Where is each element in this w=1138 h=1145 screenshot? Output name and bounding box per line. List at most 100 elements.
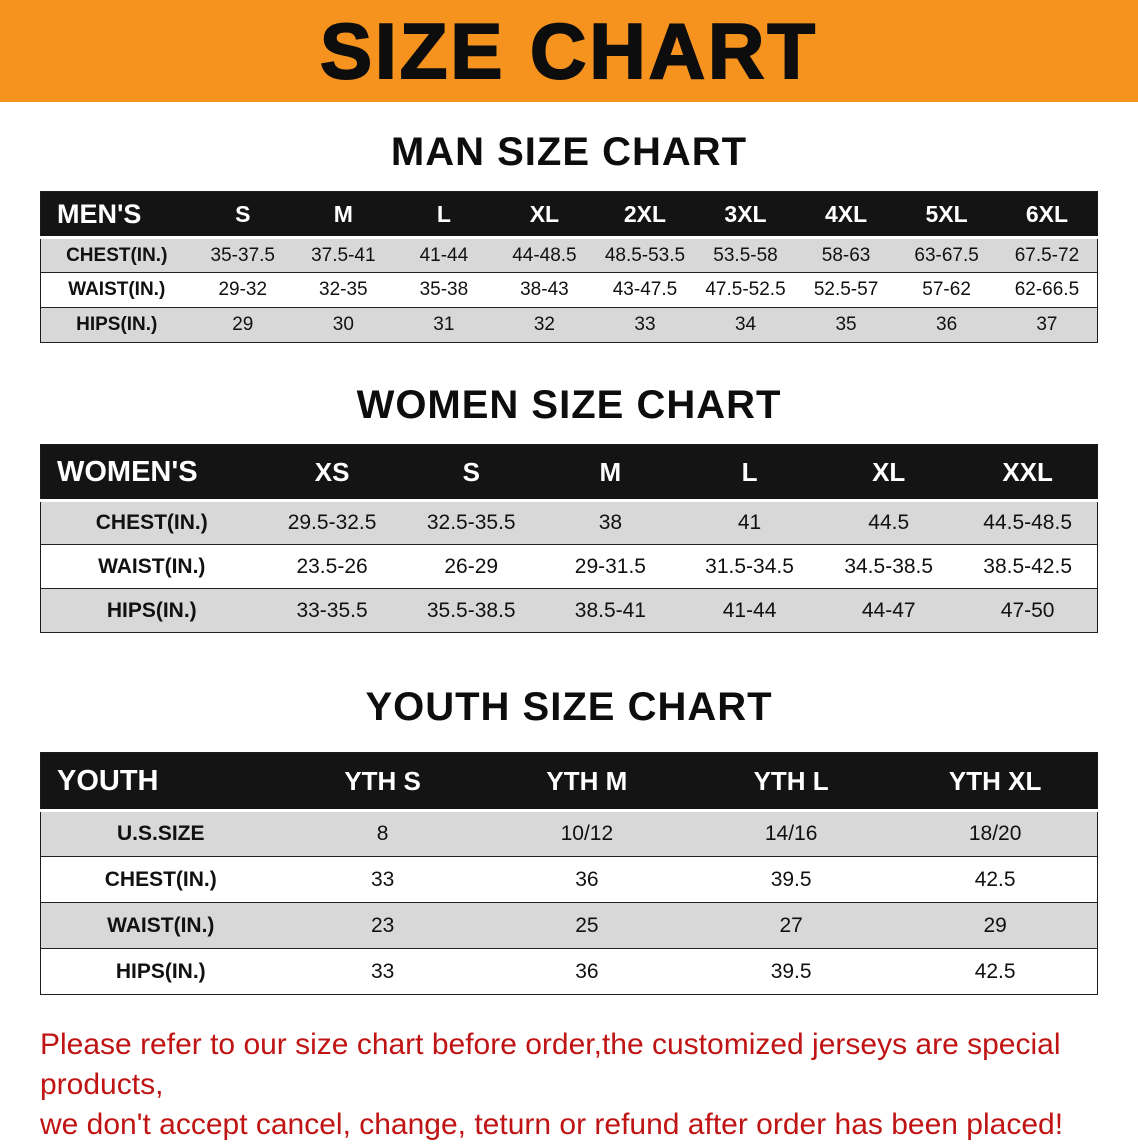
size-value-cell: 31.5-34.5 [679, 544, 820, 589]
size-header-cell: XL [494, 191, 595, 239]
size-value-cell: 8 [280, 810, 485, 857]
table-header-row: WOMEN'S XS S M L XL XXL [40, 444, 1098, 502]
size-value-cell: 23.5-26 [262, 544, 402, 589]
row-label-cell: WAIST(IN.) [40, 544, 263, 589]
size-value-cell: 67.5-72 [996, 237, 1098, 273]
table-title-cell: MEN'S [40, 191, 193, 239]
size-value-cell: 29-31.5 [540, 544, 680, 589]
size-value-cell: 48.5-53.5 [594, 237, 696, 273]
banner-title: SIZE CHART [319, 7, 818, 95]
size-value-cell: 29 [192, 307, 294, 343]
size-value-cell: 29.5-32.5 [262, 500, 402, 545]
size-value-cell: 30 [293, 307, 394, 343]
size-header-cell: XL [819, 444, 959, 502]
size-value-cell: 38-43 [494, 272, 595, 308]
table-row: CHEST(IN.) 35-37.5 37.5-41 41-44 44-48.5 48.5… [40, 237, 1098, 273]
size-value-cell: 14/16 [689, 810, 894, 857]
women-size-table: WOMEN'S XS S M L XL XXL CHEST(IN.) 29.5-32.5 32.5… [40, 444, 1098, 633]
size-value-cell: 35.5-38.5 [401, 588, 541, 633]
table-row: WAIST(IN.) 23.5-26 26-29 29-31.5 31.5-34.5 34… [40, 544, 1098, 589]
table-row: HIPS(IN.) 33-35.5 35.5-38.5 38.5-41 41-44 44-… [40, 588, 1098, 633]
size-header-cell: XS [262, 444, 402, 502]
table-row: U.S.SIZE 8 10/12 14/16 18/20 [40, 810, 1098, 857]
size-value-cell: 23 [280, 902, 485, 949]
size-value-cell: 33 [280, 856, 485, 903]
size-header-cell: 5XL [896, 191, 997, 239]
size-header-cell: 3XL [695, 191, 796, 239]
size-value-cell: 58-63 [795, 237, 897, 273]
size-header-cell: M [293, 191, 394, 239]
size-value-cell: 37.5-41 [293, 237, 394, 273]
row-label-cell: WAIST(IN.) [40, 272, 193, 308]
size-value-cell: 42.5 [893, 948, 1098, 995]
table-header-row: YOUTH YTH S YTH M YTH L YTH XL [40, 752, 1098, 812]
size-header-cell: 2XL [594, 191, 696, 239]
size-value-cell: 47-50 [958, 588, 1098, 633]
size-header-cell: 4XL [795, 191, 897, 239]
youth-section-heading: YOUTH SIZE CHART [365, 685, 773, 729]
size-value-cell: 36 [896, 307, 997, 343]
size-value-cell: 26-29 [401, 544, 541, 589]
banner: SIZE CHART [0, 0, 1138, 102]
size-value-cell: 10/12 [484, 810, 689, 857]
size-value-cell: 18/20 [893, 810, 1098, 857]
size-header-cell: L [393, 191, 495, 239]
table-row: WAIST(IN.) 23 25 27 29 [40, 902, 1098, 949]
row-label-cell: U.S.SIZE [40, 810, 281, 857]
table-row: HIPS(IN.) 33 36 39.5 42.5 [40, 948, 1098, 995]
size-value-cell: 52.5-57 [795, 272, 897, 308]
size-value-cell: 44-47 [819, 588, 959, 633]
row-label-cell: HIPS(IN.) [40, 948, 281, 995]
size-header-cell: YTH XL [893, 752, 1098, 812]
size-header-cell: XXL [958, 444, 1098, 502]
order-notice-line-2: we don't accept cancel, change, teturn o… [40, 1108, 1064, 1141]
size-value-cell: 25 [484, 902, 689, 949]
size-value-cell: 57-62 [896, 272, 997, 308]
size-value-cell: 42.5 [893, 856, 1098, 903]
size-header-cell: YTH S [280, 752, 485, 812]
size-value-cell: 29-32 [192, 272, 294, 308]
size-value-cell: 63-67.5 [896, 237, 997, 273]
row-label-cell: HIPS(IN.) [40, 307, 193, 343]
size-value-cell: 35 [795, 307, 897, 343]
size-header-cell: S [401, 444, 541, 502]
row-label-cell: CHEST(IN.) [40, 500, 263, 545]
size-value-cell: 62-66.5 [996, 272, 1098, 308]
size-header-cell: YTH M [484, 752, 689, 812]
size-header-cell: 6XL [996, 191, 1098, 239]
size-value-cell: 33-35.5 [262, 588, 402, 633]
size-value-cell: 44.5 [819, 500, 959, 545]
row-label-cell: CHEST(IN.) [40, 237, 193, 273]
size-value-cell: 38 [540, 500, 680, 545]
size-value-cell: 36 [484, 856, 689, 903]
size-value-cell: 39.5 [689, 948, 894, 995]
size-value-cell: 38.5-42.5 [958, 544, 1098, 589]
size-value-cell: 41 [679, 500, 820, 545]
size-value-cell: 33 [280, 948, 485, 995]
size-value-cell: 53.5-58 [695, 237, 796, 273]
size-value-cell: 43-47.5 [594, 272, 696, 308]
size-value-cell: 44-48.5 [494, 237, 595, 273]
size-value-cell: 36 [484, 948, 689, 995]
table-row: CHEST(IN.) 33 36 39.5 42.5 [40, 856, 1098, 903]
size-header-cell: YTH L [689, 752, 894, 812]
table-title-cell: YOUTH [40, 752, 281, 812]
table-row: HIPS(IN.) 29 30 31 32 33 34 35 36 37 [40, 307, 1098, 343]
size-value-cell: 34.5-38.5 [819, 544, 959, 589]
men-size-table: MEN'S S M L XL 2XL 3XL 4XL 5XL 6XL CHEST(IN.) 35-37… [40, 191, 1098, 343]
size-value-cell: 32 [494, 307, 595, 343]
size-value-cell: 38.5-41 [540, 588, 680, 633]
youth-size-section: YOUTH SIZE CHART YOUTH YTH S YTH M YTH L YTH… [0, 685, 1138, 995]
size-value-cell: 44.5-48.5 [958, 500, 1098, 545]
size-value-cell: 37 [996, 307, 1098, 343]
size-value-cell: 27 [689, 902, 894, 949]
size-header-cell: S [192, 191, 294, 239]
size-value-cell: 31 [393, 307, 495, 343]
size-value-cell: 32.5-35.5 [401, 500, 541, 545]
order-notice-line-1: Please refer to our size chart before or… [40, 1028, 1061, 1101]
size-value-cell: 47.5-52.5 [695, 272, 796, 308]
size-value-cell: 35-37.5 [192, 237, 294, 273]
size-header-cell: L [679, 444, 820, 502]
size-value-cell: 35-38 [393, 272, 495, 308]
